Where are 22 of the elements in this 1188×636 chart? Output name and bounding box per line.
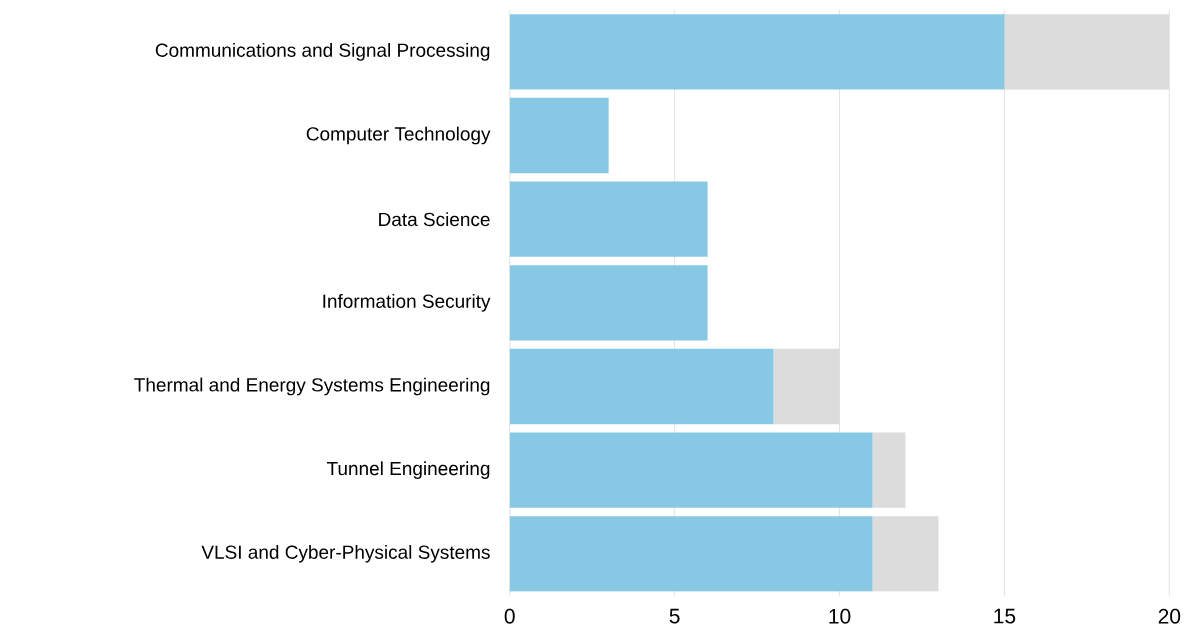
bar [509,349,774,425]
bar [872,516,939,592]
bar [773,349,840,425]
y-tick-label: Communications and Signal Processing [155,43,490,61]
x-tick-label: 20 [1158,609,1181,624]
y-tick-label: Thermal and Energy Systems Engineering [134,377,490,396]
x-tick-label: 15 [994,609,1016,624]
bar [509,181,708,257]
y-tick-label: Information Security [323,294,491,312]
y-tick-label: VLSI and Cyber-Physical Systems [201,545,490,563]
y-tick-label: Data Science [379,212,490,227]
bar [509,14,1005,90]
x-tick-label: 10 [829,609,851,624]
bar [509,98,609,174]
x-tick-label: 5 [669,609,680,624]
bar [872,432,906,508]
bar [509,516,873,592]
y-tick-label: Tunnel Engineering [326,461,490,480]
bar [509,432,873,508]
x-tick-label: 0 [504,609,515,624]
bar [509,265,708,341]
y-tick-label: Computer Technology [306,126,491,145]
